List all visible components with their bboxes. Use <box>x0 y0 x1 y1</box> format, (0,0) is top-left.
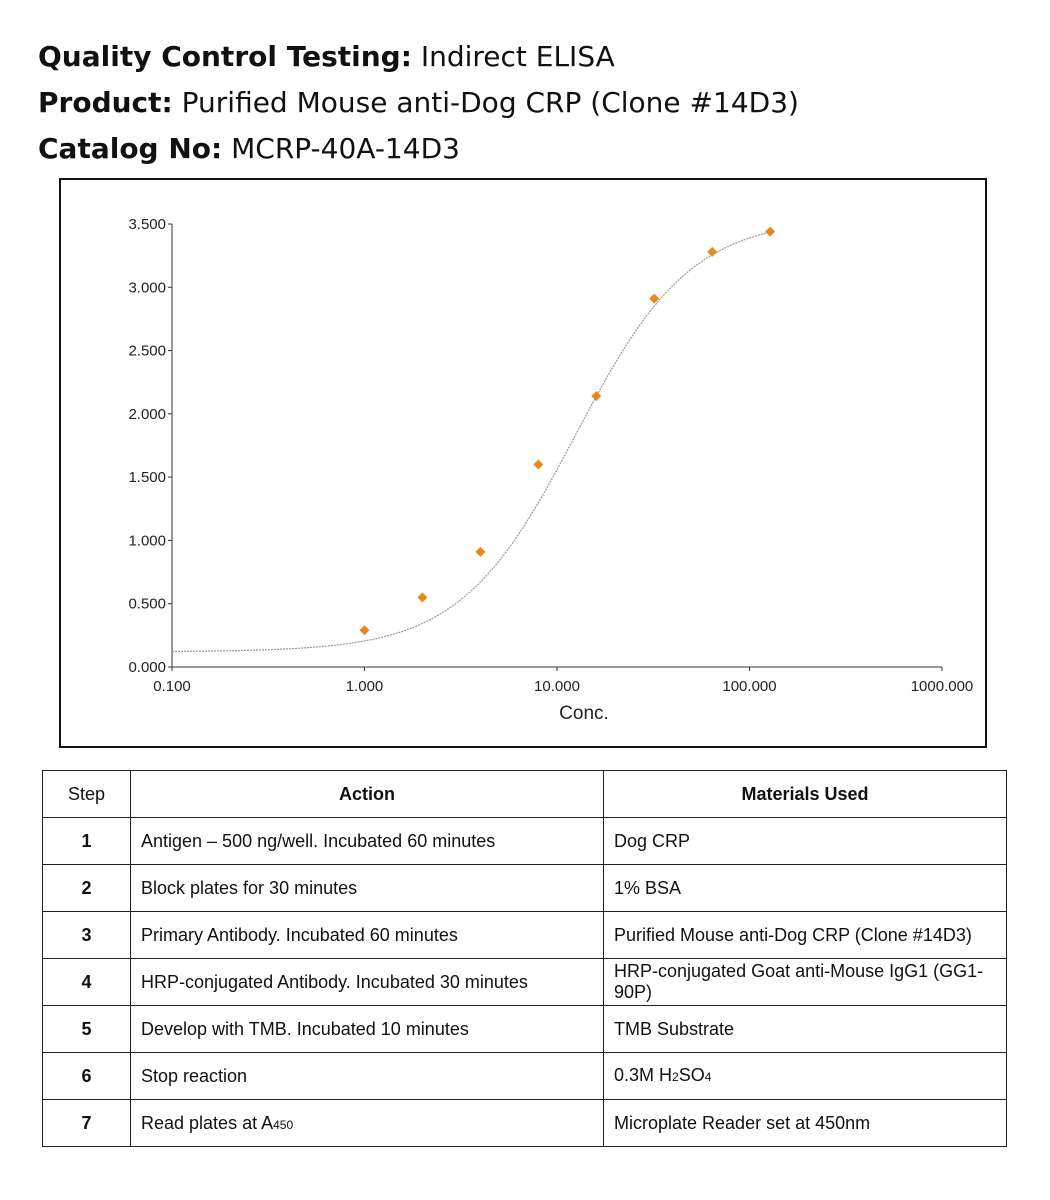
y-tick-label: 1.500 <box>128 469 166 486</box>
x-tick-label: 0.100 <box>153 678 191 695</box>
y-tick-label: 1.000 <box>128 532 166 549</box>
step-action: Primary Antibody. Incubated 60 minutes <box>130 911 604 959</box>
data-point <box>591 391 602 402</box>
table-row: 4 HRP-conjugated Antibody. Incubated 30 … <box>42 958 1007 1006</box>
catalog-value: MCRP-40A-14D3 <box>231 132 460 165</box>
step-action: HRP-conjugated Antibody. Incubated 30 mi… <box>130 958 604 1006</box>
header-action: Action <box>130 770 604 818</box>
step-number: 5 <box>42 1005 131 1053</box>
table-row: 7 Read plates at A450 Microplate Reader … <box>42 1099 1007 1147</box>
qc-label: Quality Control Testing: <box>38 40 412 73</box>
y-tick-label: 2.500 <box>128 343 166 360</box>
step-materials: Purified Mouse anti-Dog CRP (Clone #14D3… <box>603 911 1007 959</box>
step-materials: HRP-conjugated Goat anti-Mouse IgG1 (GG1… <box>603 958 1007 1006</box>
header-step: Step <box>42 770 131 818</box>
header-materials: Materials Used <box>603 770 1007 818</box>
data-point <box>707 246 718 257</box>
x-tick-label: 10.000 <box>534 678 580 695</box>
y-tick-label: 0.000 <box>128 659 166 676</box>
table-row: 1 Antigen – 500 ng/well. Incubated 60 mi… <box>42 817 1007 865</box>
data-point <box>765 226 776 237</box>
step-number: 1 <box>42 817 131 865</box>
step-action: Develop with TMB. Incubated 10 minutes <box>130 1005 604 1053</box>
product-label: Product: <box>38 86 173 119</box>
catalog-line: Catalog No: MCRP-40A-14D3 <box>38 126 799 172</box>
step-number: 3 <box>42 911 131 959</box>
materials-subscript: 4 <box>704 1069 712 1084</box>
elisa-chart: 0.000 0.500 1.000 1.500 2.000 2.500 3.000 3.500… <box>128 216 974 724</box>
step-materials: TMB Substrate <box>603 1005 1007 1053</box>
step-number: 7 <box>42 1099 131 1147</box>
step-number: 6 <box>42 1052 131 1100</box>
x-tick-label: 100.000 <box>722 678 776 695</box>
table-header-row: Step Action Materials Used <box>42 770 1007 818</box>
qc-value: Indirect ELISA <box>420 40 615 73</box>
table-row: 3 Primary Antibody. Incubated 60 minutes… <box>42 911 1007 959</box>
data-point <box>533 459 544 470</box>
data-point <box>649 293 660 304</box>
fit-curve <box>172 230 775 652</box>
table-row: 6 Stop reaction 0.3M H2SO4 <box>42 1052 1007 1100</box>
x-tick-label: 1.000 <box>346 678 384 695</box>
catalog-label: Catalog No: <box>38 132 223 165</box>
qc-line: Quality Control Testing: Indirect ELISA <box>38 34 799 80</box>
data-point <box>359 625 370 636</box>
materials-subscript: 2 <box>672 1069 679 1084</box>
y-tick-label: 3.500 <box>128 216 166 233</box>
step-action: Block plates for 30 minutes <box>130 864 604 912</box>
action-subscript: 450 <box>273 1117 294 1132</box>
step-materials: Dog CRP <box>603 817 1007 865</box>
step-number: 4 <box>42 958 131 1006</box>
protocol-table: Step Action Materials Used 1 Antigen – 5… <box>42 770 1007 1147</box>
step-number: 2 <box>42 864 131 912</box>
materials-text: 0.3M H <box>614 1064 673 1085</box>
action-text: Read plates at A <box>141 1112 274 1133</box>
materials-text: SO <box>678 1064 705 1085</box>
header: Quality Control Testing: Indirect ELISA … <box>38 34 799 172</box>
product-line: Product: Purified Mouse anti-Dog CRP (Cl… <box>38 80 799 126</box>
data-point <box>417 592 428 603</box>
data-point <box>475 546 486 557</box>
y-tick-label: 2.000 <box>128 406 166 423</box>
y-tick-label: 3.000 <box>128 279 166 296</box>
x-axis-label: Conc. <box>559 703 609 724</box>
step-action: Stop reaction <box>130 1052 604 1100</box>
table-row: 2 Block plates for 30 minutes 1% BSA <box>42 864 1007 912</box>
step-action: Read plates at A450 <box>130 1099 604 1147</box>
step-action: Antigen – 500 ng/well. Incubated 60 minu… <box>130 817 604 865</box>
step-materials: 0.3M H2SO4 <box>603 1052 1007 1100</box>
step-materials: 1% BSA <box>603 864 1007 912</box>
step-materials: Microplate Reader set at 450nm <box>603 1099 1007 1147</box>
chart-frame: 0.000 0.500 1.000 1.500 2.000 2.500 3.000 3.500… <box>59 178 987 748</box>
product-value: Purified Mouse anti-Dog CRP (Clone #14D3… <box>181 86 799 119</box>
x-tick-label: 1000.000 <box>911 678 974 695</box>
table-row: 5 Develop with TMB. Incubated 10 minutes… <box>42 1005 1007 1053</box>
y-tick-label: 0.500 <box>128 596 166 613</box>
